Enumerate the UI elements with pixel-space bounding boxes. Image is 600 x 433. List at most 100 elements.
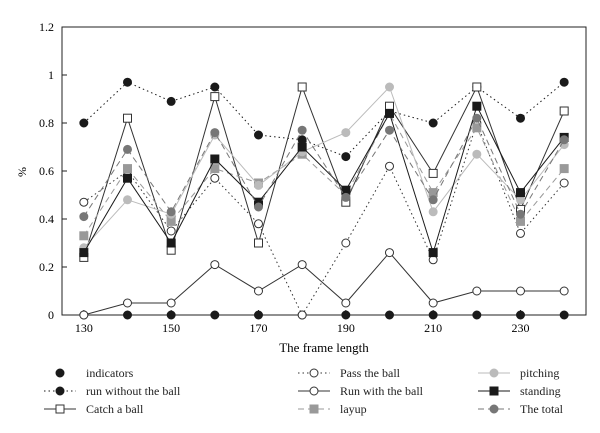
data-point-layup	[211, 165, 219, 173]
data-point-run-with-the-ball	[80, 311, 88, 319]
data-point-the-total	[80, 213, 88, 221]
x-tick-label: 130	[75, 321, 93, 335]
data-point-run-with-the-ball	[124, 299, 132, 307]
series-standing	[80, 102, 568, 256]
data-point-catch-a-ball	[211, 93, 219, 101]
data-point-run-with-the-ball	[429, 299, 437, 307]
data-point-standing	[517, 189, 525, 197]
legend-label: run without the ball	[86, 384, 180, 399]
legend-item: Run with the ball	[296, 383, 423, 399]
data-point-indicators	[560, 311, 568, 319]
y-tick-label: 1.2	[39, 20, 54, 34]
data-point-standing	[386, 109, 394, 117]
data-point-run-without-the-ball	[211, 83, 219, 91]
legend-swatch	[296, 366, 332, 380]
data-point-pitching	[255, 181, 263, 189]
data-point-run-with-the-ball	[517, 287, 525, 295]
legend-label: layup	[340, 402, 367, 417]
data-point-the-total	[211, 129, 219, 137]
legend-swatch	[296, 384, 332, 398]
data-point-run-with-the-ball	[473, 287, 481, 295]
data-point-run-with-the-ball	[386, 249, 394, 257]
series-run-without-the-ball	[80, 78, 568, 160]
data-point-pitching	[386, 83, 394, 91]
data-point-run-without-the-ball	[124, 78, 132, 86]
data-point-the-total	[473, 114, 481, 122]
legend-swatch-marker	[56, 405, 64, 413]
legend-swatch	[42, 366, 78, 380]
data-point-indicators	[429, 311, 437, 319]
data-point-indicators	[386, 311, 394, 319]
legend-item: layup	[296, 401, 367, 417]
legend-swatch	[476, 402, 512, 416]
data-point-catch-a-ball	[560, 107, 568, 115]
data-point-standing	[298, 143, 306, 151]
data-point-pass-the-ball	[211, 174, 219, 182]
data-point-the-total	[560, 136, 568, 144]
series-line-run-with-the-ball	[84, 253, 564, 315]
x-tick-label: 170	[250, 321, 268, 335]
legend-swatch	[296, 402, 332, 416]
data-point-pass-the-ball	[517, 229, 525, 237]
data-point-run-with-the-ball	[560, 287, 568, 295]
data-point-the-total	[255, 203, 263, 211]
series-line-the-total	[84, 118, 564, 216]
legend-swatch-marker	[310, 405, 318, 413]
data-point-the-total	[386, 126, 394, 134]
x-tick-label: 150	[162, 321, 180, 335]
data-point-run-without-the-ball	[80, 119, 88, 127]
legend-swatch-marker	[56, 369, 64, 377]
data-point-standing	[80, 249, 88, 257]
legend-label: The total	[520, 402, 563, 417]
plot-frame	[62, 27, 586, 315]
legend-swatch	[42, 402, 78, 416]
data-point-standing	[167, 239, 175, 247]
legend-swatch-marker	[490, 387, 498, 395]
data-point-run-with-the-ball	[255, 287, 263, 295]
x-tick-label: 190	[337, 321, 355, 335]
data-point-run-without-the-ball	[429, 119, 437, 127]
y-tick-label: 1	[48, 68, 54, 82]
data-point-catch-a-ball	[473, 83, 481, 91]
series-run-with-the-ball	[80, 249, 568, 319]
legend-item: pitching	[476, 365, 559, 381]
y-tick-label: 0.6	[39, 164, 54, 178]
series-line-standing	[84, 106, 564, 252]
data-point-catch-a-ball	[429, 169, 437, 177]
legend-swatch-marker	[490, 405, 498, 413]
data-point-run-without-the-ball	[342, 153, 350, 161]
y-tick-label: 0.8	[39, 116, 54, 130]
legend-swatch-marker	[490, 369, 498, 377]
data-point-pitching	[342, 129, 350, 137]
legend-item: run without the ball	[42, 383, 180, 399]
data-point-pass-the-ball	[386, 162, 394, 170]
legend-swatch	[42, 384, 78, 398]
data-point-catch-a-ball	[298, 83, 306, 91]
data-point-indicators	[517, 311, 525, 319]
x-axis-label: The frame length	[279, 340, 369, 355]
data-point-pass-the-ball	[560, 179, 568, 187]
data-point-run-without-the-ball	[517, 114, 525, 122]
legend-swatch	[476, 384, 512, 398]
data-point-pass-the-ball	[255, 220, 263, 228]
series-catch-a-ball	[80, 83, 568, 261]
legend-swatch	[476, 366, 512, 380]
data-point-indicators	[473, 311, 481, 319]
series-pass-the-ball	[80, 119, 568, 319]
data-point-pass-the-ball	[80, 198, 88, 206]
legend-label: pitching	[520, 366, 559, 381]
legend-swatch-marker	[56, 387, 64, 395]
data-point-the-total	[124, 145, 132, 153]
legend-label: Pass the ball	[340, 366, 400, 381]
data-point-run-with-the-ball	[167, 299, 175, 307]
data-point-pass-the-ball	[342, 239, 350, 247]
data-point-pitching	[473, 150, 481, 158]
data-point-the-total	[342, 193, 350, 201]
legend-label: Catch a ball	[86, 402, 143, 417]
data-point-indicators	[342, 311, 350, 319]
data-point-the-total	[167, 208, 175, 216]
data-point-standing	[211, 155, 219, 163]
series-line-layup	[84, 113, 564, 235]
y-axis-label: %	[15, 167, 29, 177]
y-tick-label: 0	[48, 308, 54, 322]
